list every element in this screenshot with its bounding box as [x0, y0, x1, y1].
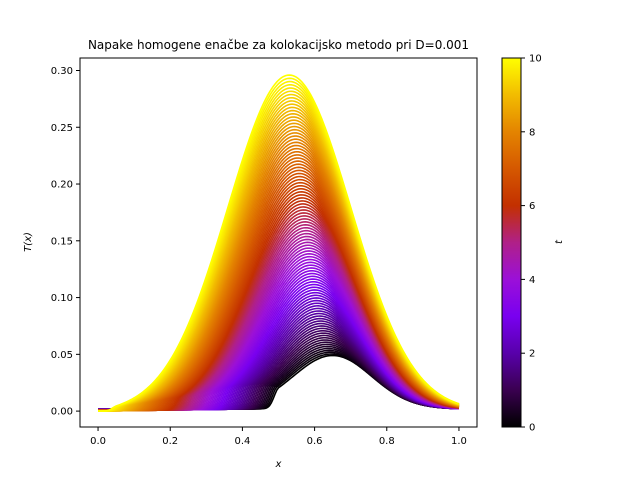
y-tick-label: 0.30 — [51, 66, 73, 77]
colorbar-tick-label: 4 — [529, 275, 535, 286]
y-axis-ticks: 0.00 0.05 0.10 0.15 0.20 0.25 0.30 — [51, 66, 80, 418]
x-tick-label: 1.0 — [451, 436, 467, 447]
x-axis-label: x — [275, 459, 282, 470]
series-line — [98, 74, 460, 412]
x-tick-label: 0.4 — [234, 436, 250, 447]
colorbar-ticks: 0 2 4 6 8 10 — [521, 54, 542, 434]
y-axis-label: T(x) — [23, 232, 34, 252]
y-tick-label: 0.10 — [51, 293, 73, 304]
x-tick-label: 0.8 — [379, 436, 395, 447]
series-layer — [98, 74, 460, 412]
y-tick-label: 0.15 — [51, 236, 73, 247]
x-tick-label: 0.0 — [90, 436, 106, 447]
y-tick-label: 0.05 — [51, 350, 73, 361]
colorbar-tick-label: 8 — [529, 127, 535, 138]
colorbar-tick-label: 2 — [529, 349, 535, 360]
y-tick-label: 0.25 — [51, 123, 73, 134]
colorbar-tick-label: 6 — [529, 201, 535, 212]
y-tick-label: 0.20 — [51, 180, 73, 191]
plot-frame — [79, 57, 478, 428]
colorbar-tick-label: 10 — [529, 54, 542, 65]
y-tick-label: 0.00 — [51, 407, 73, 418]
x-axis-ticks: 0.0 0.2 0.4 0.6 0.8 1.0 — [90, 427, 467, 447]
colorbar-tick-label: 0 — [529, 423, 535, 434]
colorbar-label: t — [554, 239, 565, 244]
x-tick-label: 0.6 — [307, 436, 323, 447]
x-tick-label: 0.2 — [162, 436, 178, 447]
colorbar — [501, 57, 522, 428]
chart-title: Napake homogene enačbe za kolokacijsko m… — [88, 38, 469, 52]
